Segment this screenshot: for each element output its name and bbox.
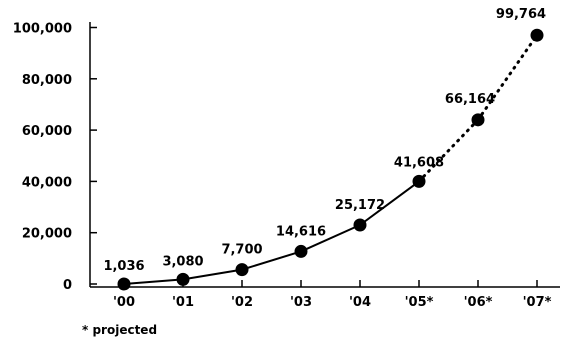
data-point [530,28,544,42]
x-tick-label: '07* [523,295,552,310]
data-label: 99,764 [496,7,546,22]
projected-segment [476,33,539,122]
y-tick-label: 80,000 [22,73,72,88]
data-points [117,28,544,291]
x-tick-label: '00 [113,295,135,310]
data-label: 1,036 [103,259,144,274]
y-tick-label: 60,000 [22,124,72,139]
data-label: 7,700 [221,243,262,258]
x-ticks: '00 '01 '02 '03 '04 '05* '06* '07* [113,280,552,310]
data-point [471,113,485,127]
y-tick-label: 0 [63,278,72,293]
data-point [176,272,190,286]
x-tick-label: '02 [231,295,253,310]
x-tick-label: '03 [290,295,312,310]
data-point [353,218,367,232]
x-tick-label: '06* [464,295,493,310]
y-tick-label: 40,000 [22,175,72,190]
y-tick-label: 100,000 [13,22,72,37]
data-labels: 1,036 3,080 7,700 14,616 25,172 41,608 66,164 9… [103,7,546,274]
footnote: * projected [82,323,157,337]
y-ticks: 0 20,000 40,000 60,000 80,000 100,000 [13,22,97,293]
projected-segment [417,118,480,183]
x-tick-label: '01 [172,295,194,310]
actual-segment [359,180,420,226]
actual-segment [182,268,243,281]
data-point [117,277,131,291]
data-label: 41,608 [394,155,444,170]
actual-segment [300,224,361,253]
series-lines [123,33,539,285]
data-point [235,263,249,277]
actual-segment [241,250,302,271]
data-label: 14,616 [276,224,326,239]
data-label: 25,172 [335,198,385,213]
x-tick-label: '04 [349,295,371,310]
data-point [294,244,308,258]
y-tick-label: 20,000 [22,227,72,242]
x-tick-label: '05* [405,295,434,310]
data-point [412,174,426,188]
data-label: 66,164 [445,92,495,107]
actual-segment [123,278,184,285]
data-label: 3,080 [162,254,203,269]
